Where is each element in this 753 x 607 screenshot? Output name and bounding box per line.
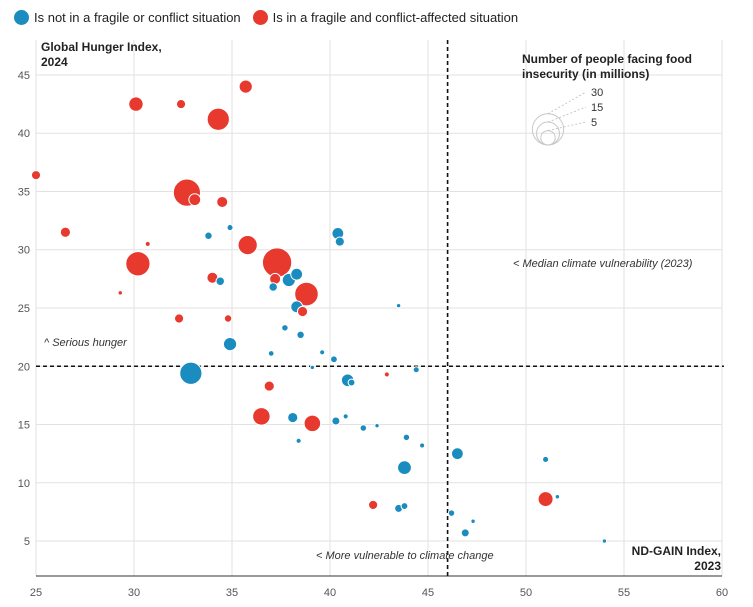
data-point-not-fragile bbox=[287, 411, 299, 424]
data-point-not-fragile bbox=[295, 437, 302, 444]
legend-item-not-fragile[interactable]: Is not in a fragile or conflict situatio… bbox=[14, 10, 241, 25]
y-tick-label: 5 bbox=[24, 536, 30, 548]
data-point-fragile bbox=[223, 314, 233, 323]
x-tick-label: 35 bbox=[226, 587, 238, 599]
data-point-fragile bbox=[383, 371, 390, 378]
data-point-not-fragile bbox=[330, 355, 338, 364]
data-point-fragile bbox=[175, 99, 187, 110]
data-point-not-fragile bbox=[470, 518, 476, 524]
data-point-fragile bbox=[537, 491, 554, 508]
x-tick-label: 50 bbox=[520, 587, 532, 599]
data-point-not-fragile bbox=[296, 330, 305, 340]
data-point-fragile bbox=[188, 193, 202, 207]
data-point-fragile bbox=[237, 234, 258, 256]
y-tick-label: 25 bbox=[18, 303, 30, 315]
data-point-fragile bbox=[368, 499, 379, 511]
data-point-fragile bbox=[173, 313, 185, 324]
data-point-not-fragile bbox=[460, 528, 470, 538]
data-point-not-fragile bbox=[554, 494, 561, 500]
data-point-not-fragile bbox=[542, 455, 550, 464]
legend-dot-icon bbox=[252, 10, 268, 25]
size-legend-leader bbox=[547, 91, 587, 115]
gridlines bbox=[35, 40, 723, 576]
data-point-fragile bbox=[303, 414, 322, 433]
y-tick-label: 30 bbox=[18, 245, 30, 257]
x-tick-label: 55 bbox=[618, 587, 630, 599]
data-point-not-fragile bbox=[419, 442, 426, 449]
reference-lines bbox=[36, 40, 724, 576]
axes: 25 30 35 40 45 50 55 60 5 10 15 20 25 30 35 40 45 bbox=[18, 70, 728, 599]
data-point-fragile bbox=[125, 251, 151, 277]
y-tick-label: 40 bbox=[18, 128, 30, 140]
size-legend-value: 15 bbox=[591, 102, 603, 114]
data-point-not-fragile bbox=[309, 364, 316, 371]
data-point-not-fragile bbox=[347, 378, 356, 387]
y-tick-label: 10 bbox=[18, 478, 30, 490]
data-point-fragile bbox=[263, 380, 275, 392]
data-point-not-fragile bbox=[359, 424, 368, 432]
data-point-fragile bbox=[128, 96, 144, 112]
data-point-fragile bbox=[59, 226, 71, 238]
data-point-not-fragile bbox=[281, 324, 289, 332]
data-point-fragile bbox=[30, 170, 42, 181]
data-point-fragile bbox=[252, 407, 271, 426]
vulnerable-annotation: < More vulnerable to climate change bbox=[316, 550, 494, 562]
data-point-not-fragile bbox=[267, 350, 275, 357]
data-point-not-fragile bbox=[447, 509, 456, 517]
data-point-fragile bbox=[238, 79, 253, 94]
median-annotation: < Median climate vulnerability (2023) bbox=[513, 258, 693, 270]
size-legend-value: 5 bbox=[591, 117, 597, 129]
size-legend: 30 15 5 bbox=[531, 87, 603, 146]
legend-label: Is not in a fragile or conflict situatio… bbox=[34, 10, 241, 25]
x-axis-label: ND-GAIN Index, 2023 bbox=[631, 544, 721, 573]
size-legend-leader bbox=[547, 121, 587, 131]
data-point-not-fragile bbox=[374, 422, 380, 429]
data-point-not-fragile bbox=[601, 538, 608, 544]
data-point-not-fragile bbox=[290, 267, 304, 281]
data-point-fragile bbox=[294, 281, 319, 307]
data-point-fragile bbox=[261, 247, 293, 278]
size-legend-leader bbox=[547, 106, 587, 123]
data-point-fragile bbox=[144, 240, 151, 247]
x-tick-label: 30 bbox=[128, 587, 140, 599]
y-axis-label: Global Hunger Index, 2024 bbox=[41, 40, 162, 69]
size-legend-value: 30 bbox=[591, 87, 603, 99]
serious-hunger-annotation: ^ Serious hunger bbox=[44, 337, 127, 349]
data-point-not-fragile bbox=[342, 413, 349, 420]
y-tick-label: 45 bbox=[18, 70, 30, 82]
data-point-not-fragile bbox=[397, 460, 412, 476]
color-legend: Is not in a fragile or conflict situatio… bbox=[14, 10, 530, 25]
data-point-fragile bbox=[117, 290, 124, 296]
y-tick-label: 15 bbox=[18, 420, 30, 432]
data-point-not-fragile bbox=[204, 231, 213, 240]
data-points bbox=[30, 79, 608, 544]
y-tick-label: 20 bbox=[18, 361, 30, 373]
data-point-not-fragile bbox=[400, 502, 409, 511]
x-tick-label: 40 bbox=[324, 587, 336, 599]
data-point-not-fragile bbox=[331, 416, 341, 426]
data-point-not-fragile bbox=[412, 366, 420, 374]
data-point-not-fragile bbox=[450, 447, 464, 461]
x-tick-label: 25 bbox=[30, 587, 42, 599]
x-tick-label: 60 bbox=[716, 587, 728, 599]
data-point-not-fragile bbox=[395, 302, 402, 309]
data-point-fragile bbox=[206, 107, 230, 131]
data-point-not-fragile bbox=[222, 337, 238, 352]
data-point-not-fragile bbox=[268, 282, 278, 292]
data-point-not-fragile bbox=[226, 224, 234, 232]
y-tick-label: 35 bbox=[18, 186, 30, 198]
data-point-not-fragile bbox=[215, 276, 225, 286]
legend-dot-icon bbox=[14, 10, 29, 25]
size-legend-title: Number of people facing food insecurity … bbox=[522, 52, 692, 81]
legend-label: Is in a fragile and conflict-affected si… bbox=[272, 10, 519, 25]
data-point-fragile bbox=[216, 195, 229, 208]
data-point-fragile bbox=[296, 305, 309, 318]
data-point-not-fragile bbox=[334, 236, 345, 247]
legend-item-fragile[interactable]: Is in a fragile and conflict-affected si… bbox=[252, 10, 519, 25]
x-tick-label: 45 bbox=[422, 587, 434, 599]
data-point-not-fragile bbox=[319, 349, 326, 356]
data-point-not-fragile bbox=[179, 361, 203, 385]
data-point-not-fragile bbox=[402, 433, 411, 442]
